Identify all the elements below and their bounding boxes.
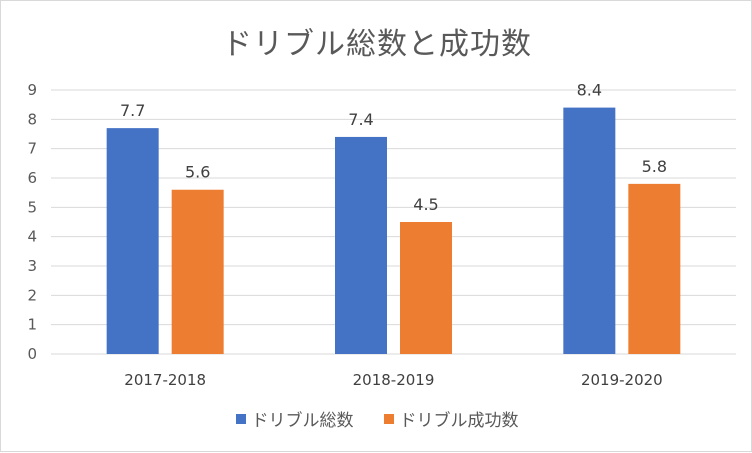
legend-item-success: ドリブル成功数: [383, 406, 519, 431]
y-tick-label: 6: [27, 169, 37, 187]
legend-label-success: ドリブル成功数: [399, 411, 519, 431]
category-label: 2018-2019: [353, 371, 435, 389]
legend-swatch-total: [235, 413, 246, 424]
y-tick-label: 2: [27, 286, 37, 304]
y-axis-ticks: 0 1 2 3 4 5 6 7 8 9: [27, 81, 37, 363]
data-labels: 7.7 5.6 7.4 4.5 8.4 5.8: [120, 81, 667, 214]
legend-swatch-success: [383, 413, 394, 424]
bar-total-2017-2018: [106, 128, 159, 354]
y-tick-label: 0: [27, 345, 37, 363]
data-label: 4.5: [413, 195, 438, 214]
category-labels: 2017-2018 2018-2019 2019-2020: [124, 371, 662, 389]
y-tick-label: 1: [27, 316, 37, 334]
y-tick-label: 9: [27, 81, 37, 99]
bars: [106, 107, 681, 354]
y-tick-label: 3: [27, 257, 37, 275]
y-tick-label: 7: [27, 140, 37, 158]
legend: ドリブル総数 ドリブル成功数: [1, 406, 752, 431]
legend-label-total: ドリブル総数: [251, 411, 354, 431]
data-label: 5.8: [642, 157, 667, 176]
bar-success-2019-2020: [628, 183, 681, 354]
y-tick-label: 4: [27, 228, 37, 246]
y-tick-label: 8: [27, 110, 37, 128]
bar-success-2018-2019: [400, 222, 452, 354]
bar-success-2017-2018: [171, 189, 224, 354]
data-label: 8.4: [577, 81, 602, 100]
category-label: 2017-2018: [124, 371, 206, 389]
bar-total-2019-2020: [563, 107, 616, 354]
legend-item-total: ドリブル総数: [235, 406, 354, 431]
data-label: 5.6: [185, 163, 210, 182]
gridlines: [51, 89, 736, 355]
chart-title: ドリブル総数と成功数: [222, 27, 532, 62]
category-label: 2019-2020: [581, 371, 663, 389]
data-label: 7.4: [348, 110, 373, 129]
bar-total-2018-2019: [335, 136, 387, 354]
data-label: 7.7: [120, 101, 145, 120]
y-tick-label: 5: [27, 198, 37, 216]
